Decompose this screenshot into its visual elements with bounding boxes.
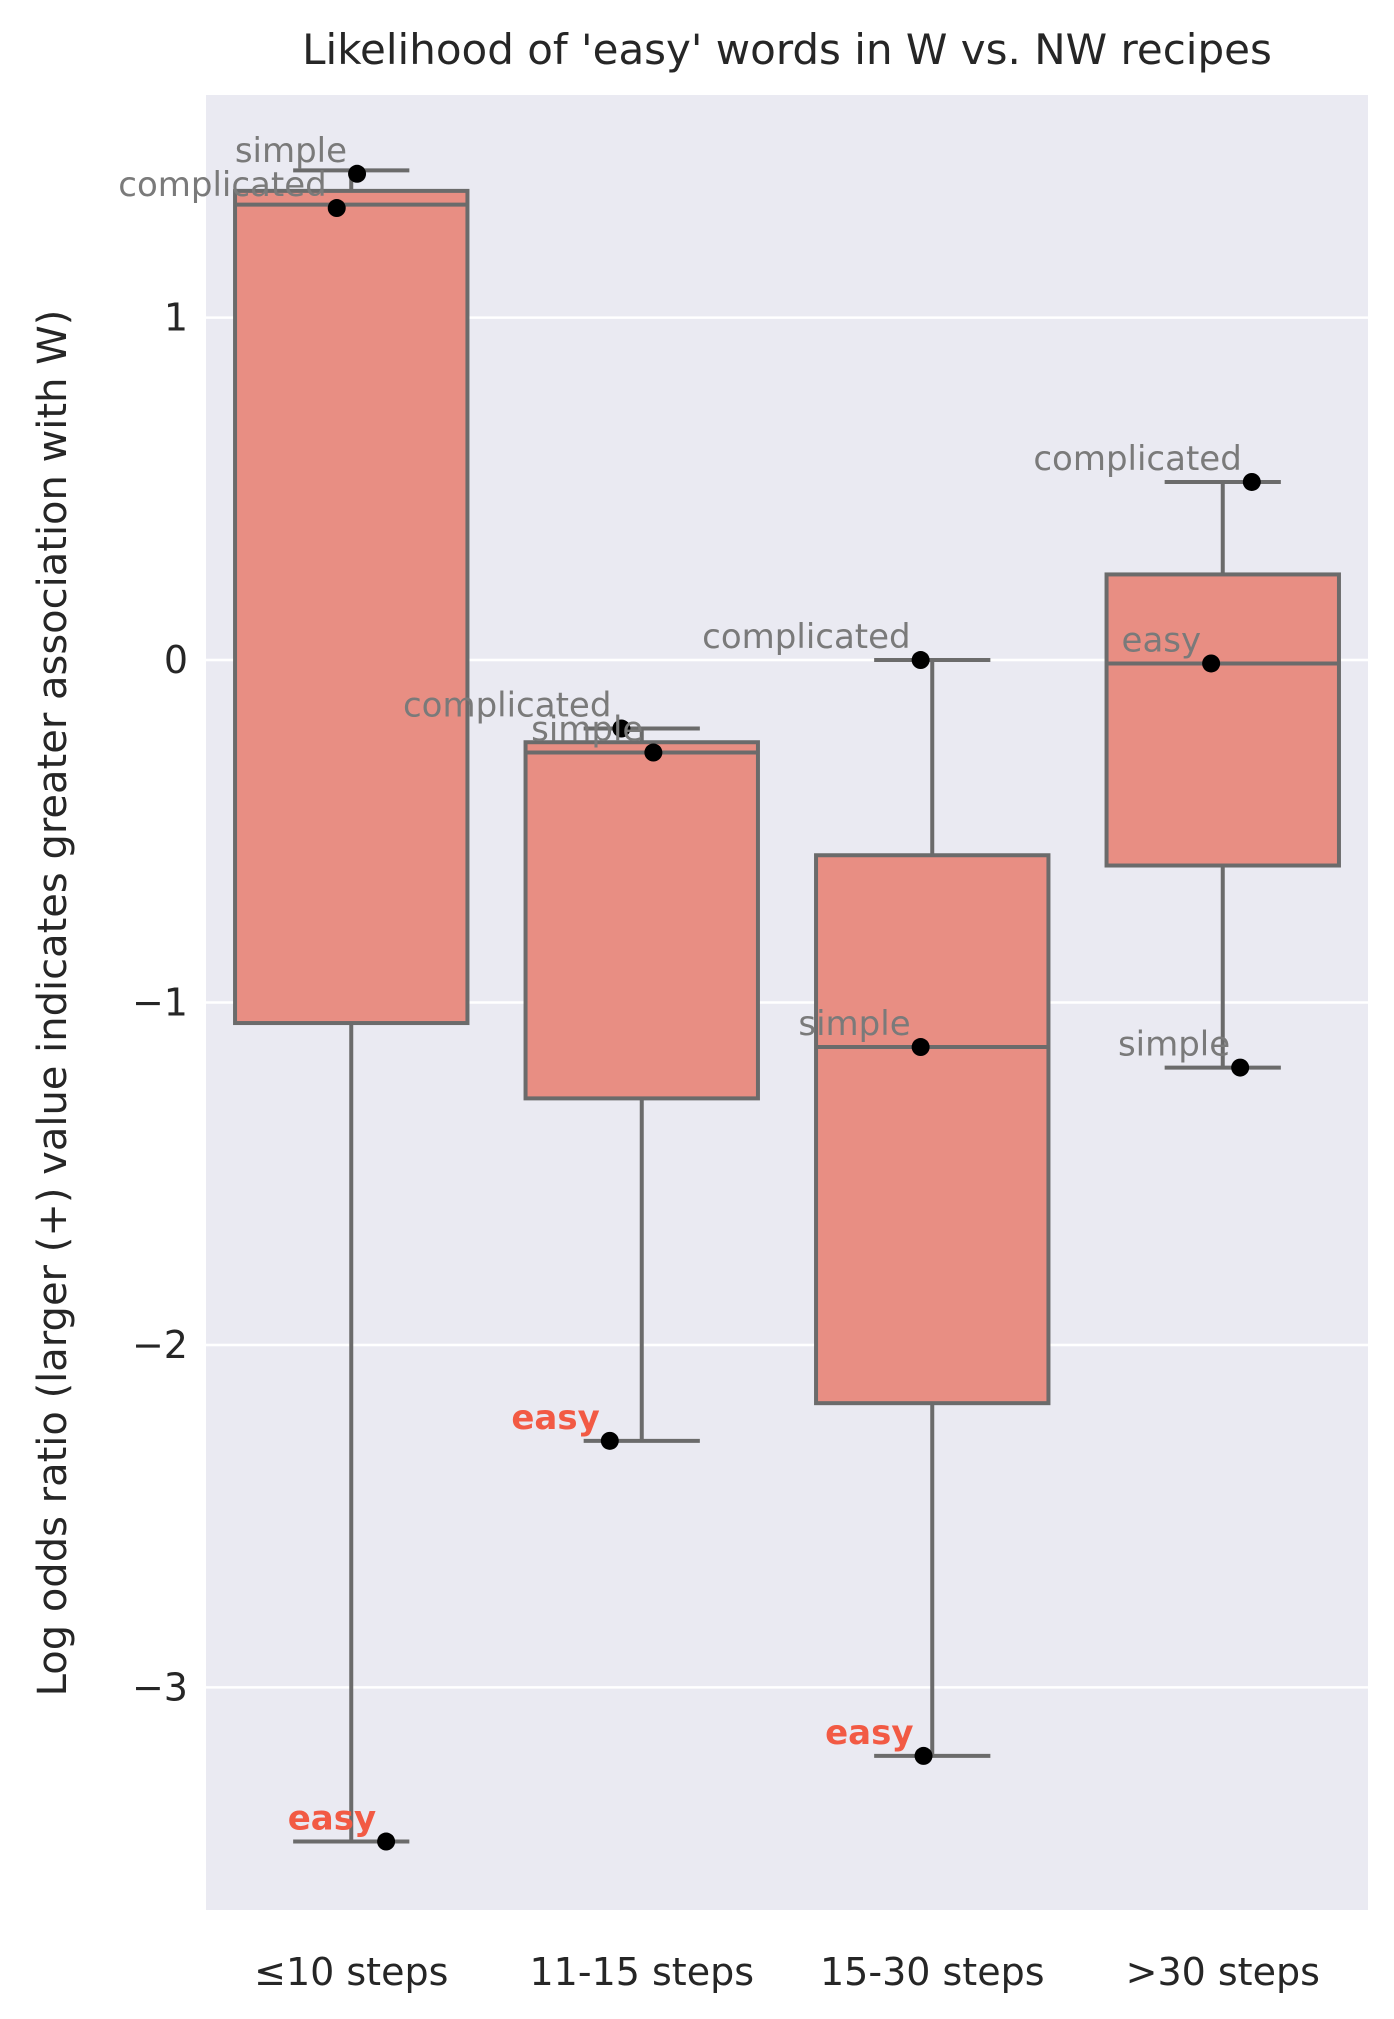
box-group bbox=[233, 168, 470, 1844]
data-point bbox=[644, 743, 663, 762]
point-annotation: complicated bbox=[1033, 439, 1241, 479]
y-axis-ticks: 1 0 −1 −2 −3 bbox=[132, 296, 188, 1710]
x-axis-ticks: ≤10 steps 11-15 steps 15-30 steps >30 steps bbox=[254, 1950, 1320, 1994]
box-iqr bbox=[814, 853, 1051, 1406]
y-tick-label: −3 bbox=[132, 1665, 188, 1709]
data-point bbox=[377, 1832, 396, 1851]
point-annotation: easy bbox=[511, 1398, 599, 1438]
data-point bbox=[348, 164, 367, 183]
point-annotation: simple bbox=[235, 131, 347, 171]
point-annotation: simple bbox=[798, 1004, 910, 1044]
y-tick-label: −1 bbox=[132, 981, 188, 1025]
y-tick-label: 1 bbox=[164, 296, 188, 340]
data-point bbox=[911, 1038, 930, 1057]
data-point bbox=[1202, 654, 1221, 673]
point-annotation: complicated bbox=[403, 686, 611, 726]
x-tick-label: >30 steps bbox=[1126, 1950, 1320, 1994]
data-point bbox=[911, 651, 930, 670]
box-iqr bbox=[1104, 572, 1341, 868]
data-point bbox=[327, 199, 346, 218]
y-tick-label: −2 bbox=[132, 1323, 188, 1367]
x-tick-label: ≤10 steps bbox=[254, 1950, 448, 1994]
point-annotation: complicated bbox=[118, 165, 326, 205]
box-iqr bbox=[523, 740, 760, 1101]
chart-title: Likelihood of 'easy' words in W vs. NW r… bbox=[302, 25, 1272, 74]
point-annotation: simple bbox=[1118, 1025, 1230, 1065]
point-annotation: simple bbox=[531, 710, 643, 750]
data-point bbox=[914, 1746, 933, 1765]
x-tick-label: 11-15 steps bbox=[530, 1950, 755, 1994]
point-annotation: easy bbox=[288, 1799, 376, 1839]
y-axis-label: Log odds ratio (larger (+) value indicat… bbox=[30, 310, 76, 1697]
data-point bbox=[1231, 1058, 1250, 1077]
data-point bbox=[1242, 472, 1261, 491]
y-tick-label: 0 bbox=[164, 638, 188, 682]
x-tick-label: 15-30 steps bbox=[820, 1950, 1045, 1994]
boxes bbox=[233, 168, 1341, 1844]
point-annotation: complicated bbox=[702, 617, 910, 657]
box-group bbox=[814, 658, 1051, 1758]
box-group bbox=[523, 726, 760, 1443]
data-point bbox=[600, 1431, 619, 1450]
data-points: simplecomplicatedeasycomplicatedsimpleea… bbox=[118, 131, 1261, 1851]
point-annotation: easy bbox=[825, 1713, 913, 1753]
box-group bbox=[1104, 479, 1341, 1070]
point-annotation: easy bbox=[1122, 620, 1202, 660]
box-iqr bbox=[233, 188, 470, 1026]
data-point bbox=[612, 719, 631, 738]
